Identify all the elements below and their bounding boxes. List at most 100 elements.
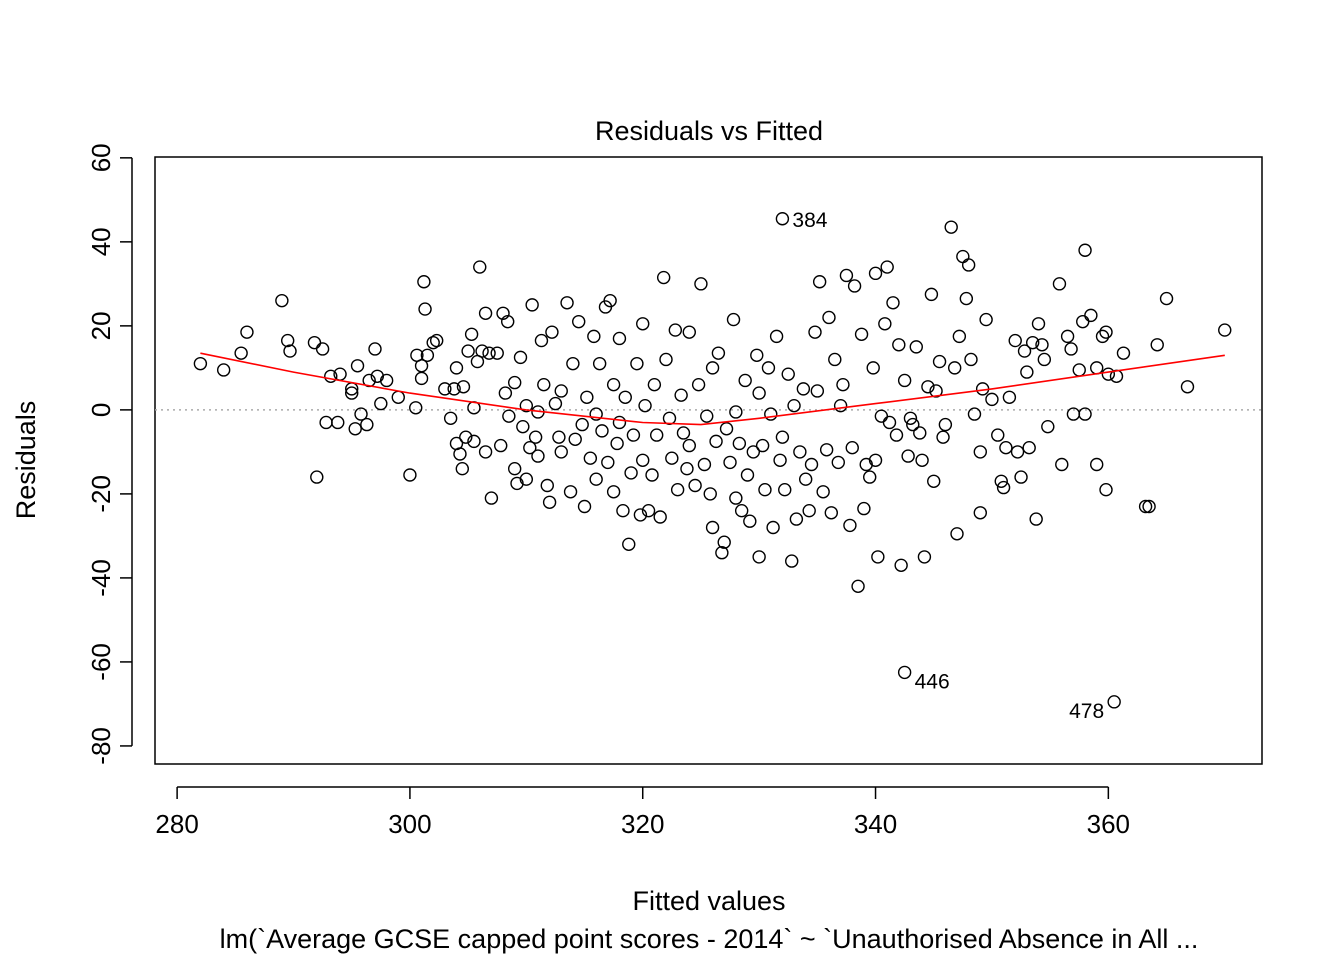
point: [769, 329, 784, 344]
point: [513, 350, 528, 365]
point: [542, 495, 557, 509]
point: [915, 453, 929, 467]
point: [734, 503, 749, 518]
point: [1084, 308, 1098, 323]
point: [906, 417, 920, 432]
point: [595, 424, 609, 438]
point: [525, 298, 539, 312]
point: [350, 359, 365, 373]
point: [761, 361, 776, 375]
point: [475, 344, 489, 358]
point-label: 446: [915, 670, 950, 693]
point: [892, 338, 906, 352]
point: [719, 422, 734, 436]
point: [653, 510, 667, 524]
point: [580, 390, 594, 404]
point: [331, 415, 345, 430]
point: [964, 352, 978, 367]
point: [563, 485, 578, 499]
point: [999, 440, 1013, 455]
point: [1041, 419, 1055, 434]
point: [587, 329, 601, 344]
point: [796, 382, 811, 396]
point: [610, 436, 624, 451]
point: [836, 377, 850, 392]
point: [374, 396, 388, 411]
point: [636, 453, 650, 467]
point: [909, 340, 923, 354]
point: [991, 428, 1005, 442]
y-tick-label: 60: [86, 143, 116, 172]
point: [778, 482, 792, 497]
point: [1014, 470, 1028, 484]
point: [1099, 325, 1113, 339]
point: [732, 436, 747, 451]
point: [554, 445, 568, 459]
point-label: 478: [1069, 700, 1104, 723]
labeled-point: [1107, 695, 1121, 709]
point: [283, 344, 297, 358]
point: [729, 491, 743, 505]
point: [478, 306, 493, 320]
point: [606, 485, 621, 499]
point: [680, 461, 694, 476]
point: [478, 445, 493, 459]
point: [880, 260, 894, 274]
point: [630, 356, 644, 371]
point: [572, 314, 586, 329]
point: [743, 514, 757, 528]
point: [738, 373, 752, 388]
point: [715, 546, 729, 560]
point: [897, 373, 912, 388]
point: [729, 405, 743, 419]
point: [622, 537, 636, 552]
chart-title: Residuals vs Fitted: [595, 116, 823, 146]
point: [496, 306, 510, 320]
point: [670, 482, 685, 497]
point: [913, 426, 927, 440]
point: [1138, 499, 1153, 514]
point: [1025, 335, 1040, 350]
point: [674, 388, 688, 402]
point: [616, 503, 630, 518]
point: [519, 398, 534, 413]
point: [785, 554, 799, 568]
point: [798, 472, 813, 486]
x-tick-label: 280: [155, 809, 198, 839]
point: [1078, 243, 1092, 257]
point: [1055, 457, 1069, 472]
point: [348, 422, 362, 436]
point: [936, 430, 950, 444]
point: [633, 508, 648, 522]
point: [216, 363, 231, 377]
point: [932, 354, 947, 369]
point: [882, 415, 897, 430]
point: [851, 579, 865, 594]
point: [659, 352, 673, 367]
point: [691, 377, 706, 392]
y-tick-label: 20: [86, 311, 116, 340]
point: [281, 333, 295, 348]
point: [523, 440, 537, 455]
point: [994, 474, 1008, 488]
point: [924, 287, 939, 302]
smooth-line: [200, 352, 1225, 426]
point: [947, 361, 962, 375]
point: [240, 325, 254, 339]
point: [1090, 457, 1104, 472]
point: [740, 468, 755, 482]
point: [676, 426, 691, 440]
point: [901, 449, 915, 463]
point: [694, 277, 708, 291]
point: [688, 478, 702, 493]
x-tick-label: 300: [388, 809, 431, 839]
point: [275, 293, 289, 308]
point: [1150, 338, 1164, 352]
point: [507, 375, 522, 390]
point: [793, 445, 807, 459]
point: [1022, 440, 1036, 455]
point: [973, 506, 988, 520]
point: [1031, 317, 1046, 331]
point: [592, 356, 607, 371]
point: [1064, 342, 1078, 356]
